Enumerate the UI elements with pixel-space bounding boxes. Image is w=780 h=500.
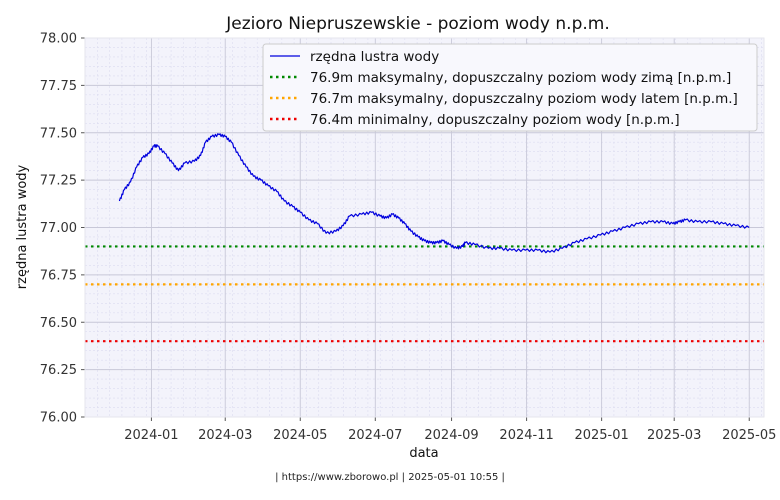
x-axis-label: data <box>409 446 438 461</box>
y-tick-label: 76.00 <box>40 411 77 426</box>
series-lines <box>118 133 750 254</box>
x-tick-label: 2025-03 <box>647 428 701 443</box>
legend: rzędna lustra wody 76.9m maksymalny, dopu… <box>262 43 758 132</box>
legend-label: rzędna lustra wody <box>310 49 439 65</box>
x-tick-label: 2024-01 <box>124 428 178 443</box>
footer-source: | https://www.zborowo.pl | 2025-05-01 10… <box>275 472 505 483</box>
y-tick-label: 77.25 <box>40 174 77 189</box>
legend-label: 76.7m maksymalny, dopuszczalny poziom wo… <box>310 91 738 107</box>
axes: 76.00 76.25 76.50 76.75 77.00 77.25 77.50 77.75… <box>40 32 777 444</box>
legend-label: 76.9m maksymalny, dopuszczalny poziom wo… <box>310 70 731 86</box>
legend-box <box>262 43 758 132</box>
x-tick-label: 2025-01 <box>574 428 628 443</box>
reference-lines <box>85 245 764 343</box>
x-tick-label: 2024-07 <box>348 428 402 443</box>
x-tick-label: 2025-05 <box>722 428 776 443</box>
y-tick-label: 77.75 <box>40 79 77 94</box>
x-tick-label: 2024-09 <box>424 428 478 443</box>
chart-title: Jezioro Niepruszewskie - poziom wody n.p… <box>225 14 609 34</box>
series-line <box>118 133 750 254</box>
y-tick-label: 76.75 <box>40 268 77 283</box>
plot-frame <box>84 37 765 418</box>
y-tick-label: 76.50 <box>40 316 77 331</box>
x-tick-label: 2024-05 <box>273 428 327 443</box>
y-axis-label: rzędna lustra wody <box>15 164 30 289</box>
y-tick-label: 76.25 <box>40 363 77 378</box>
y-tick-label: 78.00 <box>40 32 77 47</box>
legend-label: 76.4m minimalny, dopuszczalny poziom wod… <box>310 112 680 128</box>
y-tick-label: 77.50 <box>40 126 77 141</box>
x-tick-label: 2024-11 <box>499 428 553 443</box>
x-tick-label: 2024-03 <box>198 428 252 443</box>
y-tick-label: 77.00 <box>40 221 77 236</box>
